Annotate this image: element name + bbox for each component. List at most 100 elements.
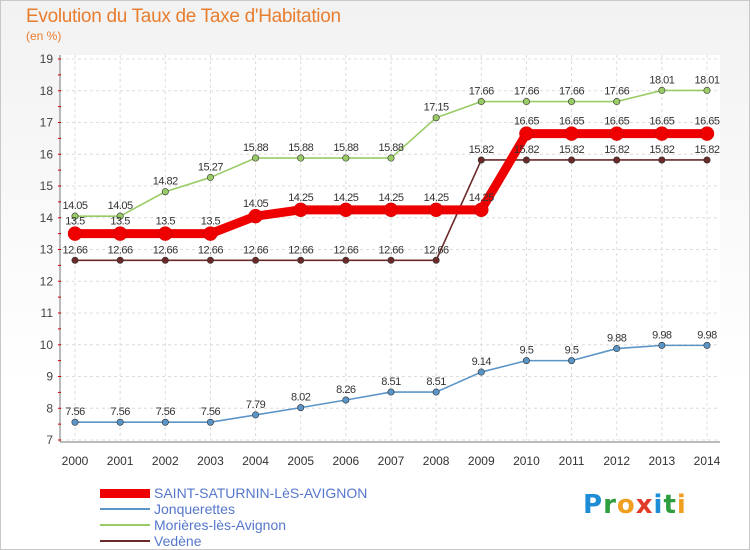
data-point — [252, 154, 260, 162]
data-point — [158, 226, 173, 241]
y-tick-label: 11 — [41, 306, 54, 320]
data-point — [568, 98, 576, 106]
data-label: 18.01 — [649, 74, 674, 86]
x-tick-label: 2011 — [559, 454, 585, 468]
data-label: 14.82 — [153, 176, 178, 188]
legend-label: Jonquerettes — [154, 501, 235, 517]
logo-letter: i — [653, 490, 664, 520]
data-point — [658, 86, 666, 94]
data-label: 14.25 — [378, 192, 403, 204]
y-tick-label: 13 — [40, 243, 54, 257]
data-point — [297, 256, 305, 264]
data-label: 16.65 — [559, 116, 584, 128]
x-tick-label: 2001 — [107, 454, 134, 468]
data-label: 17.66 — [604, 86, 629, 98]
data-point — [699, 126, 715, 141]
data-point — [252, 411, 260, 419]
data-point — [387, 388, 395, 396]
data-label: 13.5 — [201, 216, 221, 228]
data-label: 18.01 — [694, 74, 719, 86]
legend-label: Morières-lès-Avignon — [154, 517, 287, 533]
data-label: 9.98 — [697, 329, 717, 341]
data-label: 12.66 — [198, 244, 223, 256]
data-label: 15.82 — [649, 144, 674, 156]
data-point — [206, 173, 214, 181]
data-point — [568, 357, 576, 365]
data-point — [703, 341, 711, 349]
data-point — [161, 256, 169, 264]
y-tick-label: 17 — [40, 116, 54, 130]
legend-swatch — [100, 524, 150, 526]
data-point — [203, 226, 218, 241]
data-point — [522, 156, 530, 164]
data-label: 7.79 — [246, 399, 266, 411]
data-label: 12.66 — [333, 244, 358, 256]
data-label: 16.65 — [694, 116, 719, 128]
x-tick-label: 2002 — [152, 454, 179, 468]
data-point — [293, 202, 308, 218]
data-point — [522, 357, 530, 365]
data-point — [71, 418, 79, 426]
data-point — [477, 156, 485, 164]
y-tick-label: 14 — [40, 211, 54, 225]
data-point — [161, 188, 169, 196]
data-point — [116, 212, 124, 220]
data-label: 17.15 — [424, 102, 449, 114]
data-point — [248, 208, 263, 224]
data-label: 12.66 — [424, 244, 449, 256]
y-tick-label: 16 — [40, 147, 54, 161]
data-label: 15.82 — [559, 144, 584, 156]
data-point — [252, 256, 260, 264]
logo-letter: i — [676, 490, 687, 520]
data-label: 14.25 — [288, 192, 313, 204]
data-point — [342, 154, 350, 162]
data-label: 12.66 — [378, 244, 403, 256]
y-tick-label: 19 — [40, 52, 54, 66]
data-label: 9.98 — [652, 329, 672, 341]
x-tick-label: 2006 — [333, 454, 360, 468]
data-point — [161, 418, 169, 426]
data-label: 16.65 — [649, 116, 674, 128]
data-label: 15.88 — [243, 142, 268, 154]
y-tick-label: 7 — [46, 433, 53, 447]
data-point — [703, 86, 711, 94]
data-label: 16.65 — [604, 116, 629, 128]
data-point — [613, 156, 621, 164]
y-tick-label: 18 — [40, 84, 54, 98]
data-point — [342, 256, 350, 264]
data-point — [432, 114, 440, 122]
data-point — [342, 396, 350, 404]
x-tick-label: 2009 — [468, 454, 495, 468]
data-point — [477, 368, 485, 376]
data-label: 15.88 — [288, 142, 313, 154]
data-point — [206, 256, 214, 264]
data-point — [206, 418, 214, 426]
y-tick-label: 10 — [40, 338, 54, 352]
x-tick-label: 2014 — [694, 454, 721, 468]
data-label: 7.56 — [110, 406, 130, 418]
data-point — [71, 256, 79, 264]
data-label: 15.82 — [604, 144, 629, 156]
data-label: 13.5 — [156, 216, 176, 228]
data-point — [703, 156, 711, 164]
data-label: 14.25 — [469, 192, 494, 204]
y-tick-label: 15 — [40, 179, 54, 193]
data-point — [568, 156, 576, 164]
x-tick-label: 2005 — [287, 454, 314, 468]
legend-label: Vedène — [154, 533, 202, 549]
x-tick-label: 2007 — [378, 454, 405, 468]
data-point — [297, 404, 305, 412]
data-label: 8.26 — [336, 384, 356, 396]
data-point — [428, 202, 444, 218]
data-label: 8.51 — [381, 376, 401, 388]
data-point — [387, 154, 395, 162]
data-label: 12.66 — [153, 244, 178, 256]
data-label: 15.27 — [198, 161, 223, 173]
data-point — [477, 98, 485, 106]
x-tick-label: 2003 — [197, 454, 224, 468]
data-label: 14.05 — [62, 200, 87, 212]
data-label: 14.25 — [424, 192, 449, 204]
legend-label: SAINT-SATURNIN-LèS-AVIGNON — [154, 485, 368, 501]
data-label: 9.5 — [565, 345, 579, 357]
logo-letter: r — [603, 490, 617, 520]
